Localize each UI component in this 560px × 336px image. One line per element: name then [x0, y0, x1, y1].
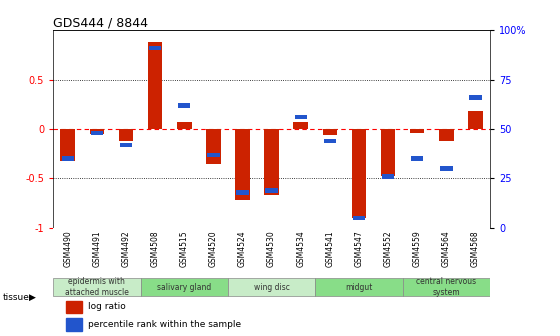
Text: GSM4491: GSM4491: [92, 230, 101, 267]
Bar: [352, 129, 366, 218]
Bar: [178, 103, 190, 108]
Bar: [228, 278, 315, 296]
Bar: [410, 129, 424, 133]
Bar: [264, 129, 279, 195]
Text: log ratio: log ratio: [88, 302, 126, 311]
Text: GSM4520: GSM4520: [209, 230, 218, 267]
Bar: [91, 131, 103, 135]
Bar: [66, 301, 82, 313]
Bar: [148, 42, 162, 129]
Text: central nervous
system: central nervous system: [416, 277, 477, 297]
Bar: [381, 129, 395, 175]
Bar: [236, 190, 249, 195]
Bar: [403, 278, 490, 296]
Bar: [177, 122, 192, 129]
Text: midgut: midgut: [346, 283, 372, 292]
Bar: [293, 122, 308, 129]
Text: epidermis with
attached muscle: epidermis with attached muscle: [65, 277, 129, 297]
Text: GSM4559: GSM4559: [413, 230, 422, 267]
Bar: [324, 139, 336, 143]
Text: GSM4534: GSM4534: [296, 230, 305, 267]
Bar: [323, 129, 337, 135]
Text: GSM4552: GSM4552: [384, 230, 393, 267]
Bar: [440, 166, 452, 171]
Bar: [411, 157, 423, 161]
Text: ▶: ▶: [29, 293, 36, 302]
Bar: [295, 115, 307, 119]
Text: GDS444 / 8844: GDS444 / 8844: [53, 16, 148, 29]
Bar: [206, 129, 221, 164]
Bar: [382, 174, 394, 179]
Text: GSM4515: GSM4515: [180, 230, 189, 267]
Text: GSM4564: GSM4564: [442, 230, 451, 267]
Bar: [119, 129, 133, 141]
Text: GSM4490: GSM4490: [63, 230, 72, 267]
Bar: [53, 278, 141, 296]
Text: GSM4568: GSM4568: [471, 230, 480, 267]
Bar: [60, 129, 75, 161]
Bar: [265, 188, 278, 193]
Bar: [353, 216, 365, 220]
Text: wing disc: wing disc: [254, 283, 290, 292]
Bar: [439, 129, 454, 141]
Text: percentile rank within the sample: percentile rank within the sample: [88, 320, 241, 329]
Text: tissue: tissue: [3, 293, 30, 302]
Text: GSM4547: GSM4547: [354, 230, 363, 267]
Text: salivary gland: salivary gland: [157, 283, 211, 292]
Bar: [90, 129, 104, 134]
Text: GSM4541: GSM4541: [325, 230, 334, 267]
Bar: [468, 111, 483, 129]
Text: GSM4492: GSM4492: [122, 230, 130, 267]
Bar: [315, 278, 403, 296]
Bar: [207, 153, 220, 157]
Text: GSM4508: GSM4508: [151, 230, 160, 267]
Bar: [62, 157, 74, 161]
Text: GSM4524: GSM4524: [238, 230, 247, 267]
Bar: [235, 129, 250, 200]
Text: GSM4530: GSM4530: [267, 230, 276, 267]
Bar: [66, 319, 82, 331]
Bar: [141, 278, 228, 296]
Bar: [120, 143, 132, 147]
Bar: [149, 46, 161, 50]
Bar: [469, 95, 482, 100]
